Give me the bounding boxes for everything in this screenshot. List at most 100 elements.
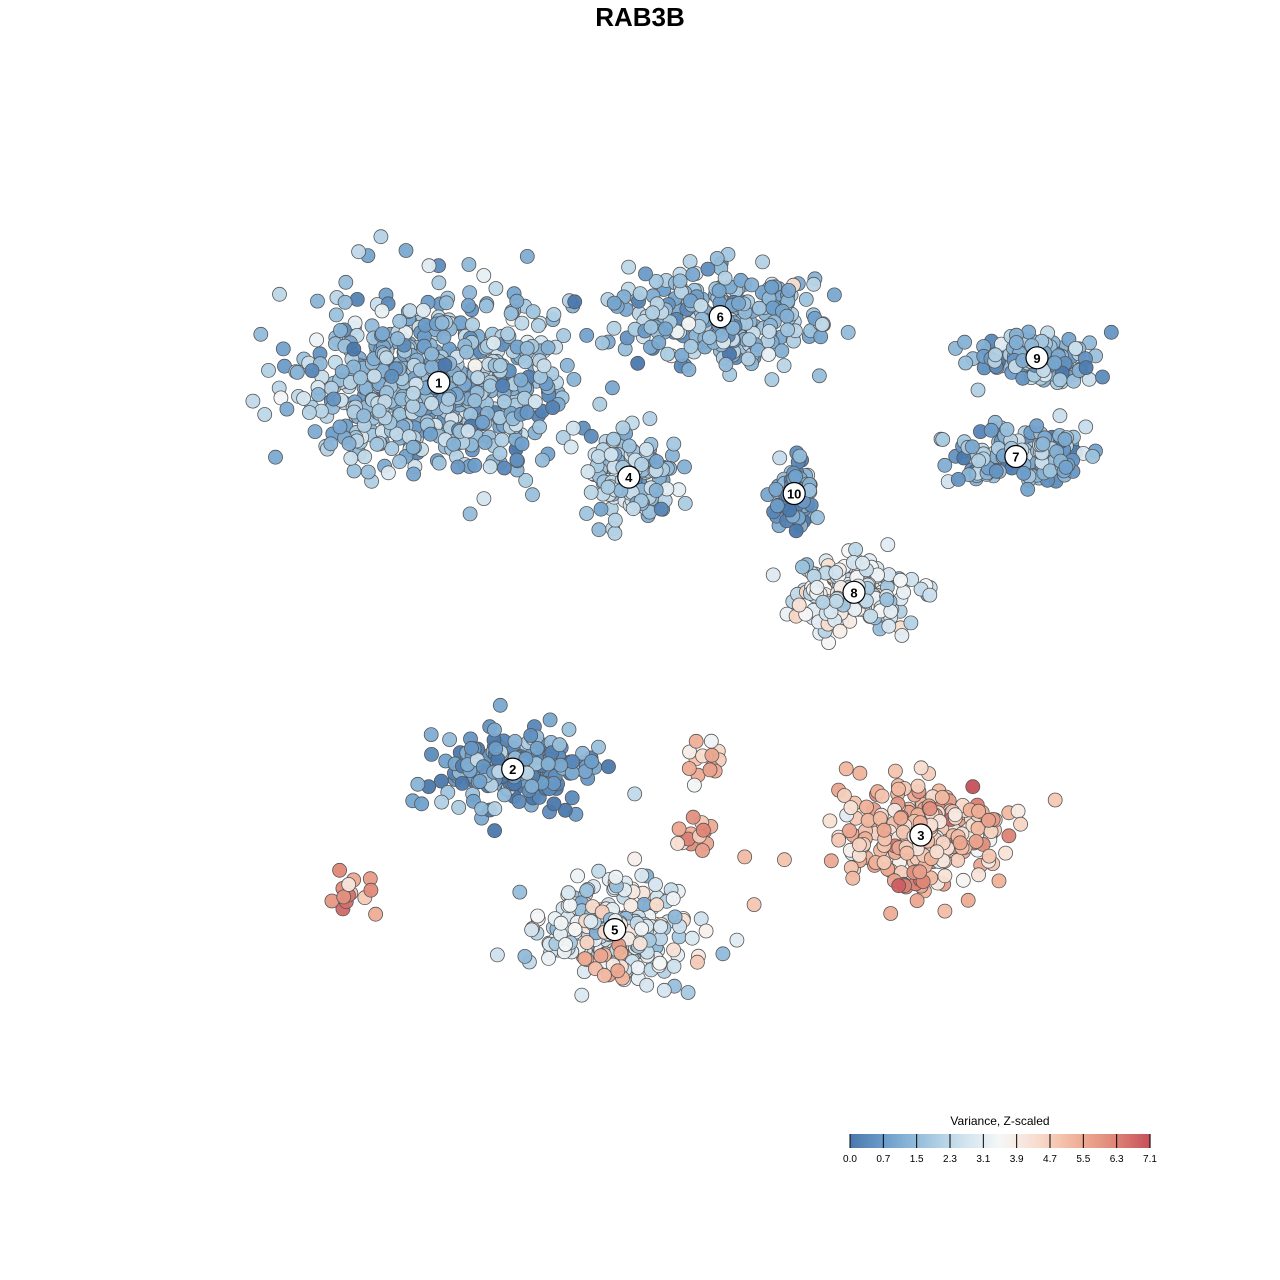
cell-point bbox=[625, 501, 641, 517]
cell-point bbox=[792, 448, 808, 464]
legend-gradient-segment bbox=[1047, 1134, 1051, 1148]
legend-gradient-segment bbox=[1060, 1134, 1064, 1148]
cell-point bbox=[579, 506, 594, 521]
cell-point bbox=[410, 776, 426, 792]
legend-tick-label: 2.3 bbox=[943, 1154, 957, 1165]
legend-gradient-segment bbox=[1065, 1134, 1069, 1148]
cell-point bbox=[658, 321, 673, 337]
legend-gradient-segment bbox=[1132, 1134, 1136, 1148]
cell-point bbox=[392, 454, 408, 470]
cell-point bbox=[451, 370, 467, 386]
legend-gradient-segment bbox=[887, 1134, 891, 1148]
cell-point bbox=[392, 313, 408, 329]
legend-gradient-segment bbox=[972, 1134, 976, 1148]
cell-point bbox=[606, 431, 621, 447]
legend-gradient-segment bbox=[1017, 1134, 1021, 1148]
cell-point bbox=[813, 329, 829, 345]
cell-point bbox=[1078, 360, 1094, 376]
cell-point bbox=[567, 922, 583, 937]
cell-point bbox=[540, 756, 556, 772]
cell-point bbox=[729, 932, 745, 948]
cell-point bbox=[492, 446, 508, 461]
cell-point bbox=[666, 942, 681, 958]
legend-gradient-segment bbox=[910, 1134, 914, 1148]
cell-point bbox=[780, 322, 795, 338]
cell-point bbox=[842, 823, 857, 839]
cluster-label-2: 2 bbox=[501, 757, 525, 781]
cell-point bbox=[341, 436, 357, 452]
cell-point bbox=[545, 400, 561, 416]
cell-point bbox=[368, 906, 384, 922]
cell-point bbox=[795, 559, 810, 575]
cell-point bbox=[245, 393, 261, 409]
legend-gradient-segment bbox=[1057, 1134, 1061, 1148]
legend-gradient-segment bbox=[1052, 1134, 1056, 1148]
cell-point bbox=[436, 329, 452, 345]
cell-point bbox=[467, 393, 483, 409]
legend-gradient-segment bbox=[922, 1134, 926, 1148]
cell-point bbox=[597, 968, 612, 983]
cell-point bbox=[472, 774, 488, 789]
legend-gradient-segment bbox=[942, 1134, 946, 1148]
cell-point bbox=[431, 455, 447, 471]
cell-point bbox=[431, 275, 447, 291]
cell-point bbox=[360, 464, 376, 480]
legend-gradient-segment bbox=[1037, 1134, 1041, 1148]
cell-point bbox=[555, 430, 571, 445]
cell-point bbox=[519, 405, 535, 420]
cell-point bbox=[346, 341, 362, 357]
cell-point bbox=[513, 372, 529, 388]
cell-point bbox=[909, 893, 925, 908]
cell-point bbox=[688, 733, 704, 749]
cell-point bbox=[310, 387, 326, 402]
cell-point bbox=[519, 340, 535, 356]
cell-point bbox=[423, 727, 439, 742]
cell-point bbox=[888, 763, 903, 779]
cell-point bbox=[812, 368, 827, 384]
cluster-label-marker bbox=[501, 757, 525, 781]
cell-point bbox=[476, 268, 492, 283]
cell-point bbox=[487, 801, 503, 817]
cell-point bbox=[894, 628, 910, 643]
cell-point bbox=[687, 777, 702, 793]
cell-point bbox=[681, 362, 697, 378]
cell-point bbox=[788, 469, 803, 485]
cell-point bbox=[698, 923, 714, 939]
cell-point bbox=[579, 935, 595, 950]
legend-gradient-segment bbox=[870, 1134, 874, 1148]
cell-point bbox=[621, 259, 636, 275]
cell-point bbox=[467, 358, 483, 374]
cell-point bbox=[591, 522, 607, 538]
cell-point bbox=[695, 843, 710, 858]
legend-tick-label: 6.3 bbox=[1110, 1154, 1124, 1165]
cell-point bbox=[823, 853, 839, 869]
cell-point bbox=[566, 371, 582, 387]
cell-point bbox=[309, 332, 325, 348]
cell-point bbox=[518, 472, 534, 488]
legend-gradient-segment bbox=[995, 1134, 999, 1148]
legend-gradient-segment bbox=[1042, 1134, 1046, 1148]
cell-point bbox=[272, 286, 287, 302]
cell-point bbox=[334, 364, 350, 380]
legend-gradient-segment bbox=[855, 1134, 859, 1148]
cell-point bbox=[1047, 792, 1063, 808]
cell-point bbox=[462, 506, 478, 522]
legend-gradient-segment bbox=[1032, 1134, 1036, 1148]
legend-gradient-segment bbox=[1067, 1134, 1071, 1148]
cell-point bbox=[828, 565, 844, 580]
cell-point bbox=[405, 385, 421, 401]
cell-point bbox=[840, 324, 856, 340]
legend-tick-label: 0.0 bbox=[843, 1154, 857, 1165]
cell-point bbox=[446, 436, 462, 452]
cell-point bbox=[328, 307, 344, 323]
cell-point bbox=[341, 877, 357, 892]
cell-point bbox=[947, 807, 963, 823]
cluster-label-text: 2 bbox=[509, 762, 516, 777]
cluster-label-5: 5 bbox=[603, 917, 627, 942]
cell-point bbox=[998, 845, 1013, 861]
cell-point bbox=[562, 897, 578, 913]
legend-gradient-segment bbox=[1005, 1134, 1009, 1148]
cell-point bbox=[608, 869, 624, 885]
cell-point bbox=[591, 449, 606, 465]
cell-point bbox=[837, 788, 852, 803]
